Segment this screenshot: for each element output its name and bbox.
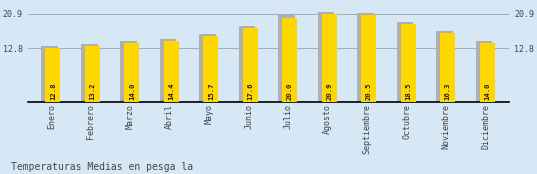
- Bar: [46, 48, 60, 102]
- Bar: [85, 46, 100, 102]
- Text: Temperaturas Medias en pesga la: Temperaturas Medias en pesga la: [11, 162, 193, 172]
- Bar: [282, 18, 297, 102]
- Text: 15.7: 15.7: [208, 83, 214, 100]
- Bar: [401, 24, 416, 102]
- Text: 20.5: 20.5: [366, 83, 372, 100]
- Bar: [440, 33, 455, 102]
- Bar: [480, 43, 495, 102]
- Text: 17.6: 17.6: [248, 83, 253, 100]
- Bar: [322, 14, 337, 102]
- Bar: [204, 36, 219, 102]
- Bar: [243, 28, 258, 102]
- Bar: [357, 13, 374, 102]
- Bar: [239, 26, 256, 102]
- Bar: [125, 43, 140, 102]
- Bar: [81, 44, 98, 102]
- Bar: [199, 34, 216, 102]
- Bar: [160, 39, 177, 102]
- Bar: [41, 46, 58, 102]
- Bar: [397, 22, 413, 102]
- Bar: [318, 12, 335, 102]
- Bar: [361, 15, 376, 102]
- Bar: [437, 31, 453, 102]
- Text: 12.8: 12.8: [50, 83, 56, 100]
- Bar: [164, 41, 179, 102]
- Text: 14.4: 14.4: [169, 83, 175, 100]
- Text: 20.0: 20.0: [287, 83, 293, 100]
- Text: 16.3: 16.3: [445, 83, 451, 100]
- Text: 14.0: 14.0: [484, 83, 490, 100]
- Bar: [278, 15, 295, 102]
- Text: 13.2: 13.2: [89, 83, 96, 100]
- Text: 20.9: 20.9: [326, 83, 332, 100]
- Bar: [120, 41, 137, 102]
- Bar: [476, 41, 492, 102]
- Text: 18.5: 18.5: [405, 83, 411, 100]
- Text: 14.0: 14.0: [129, 83, 135, 100]
